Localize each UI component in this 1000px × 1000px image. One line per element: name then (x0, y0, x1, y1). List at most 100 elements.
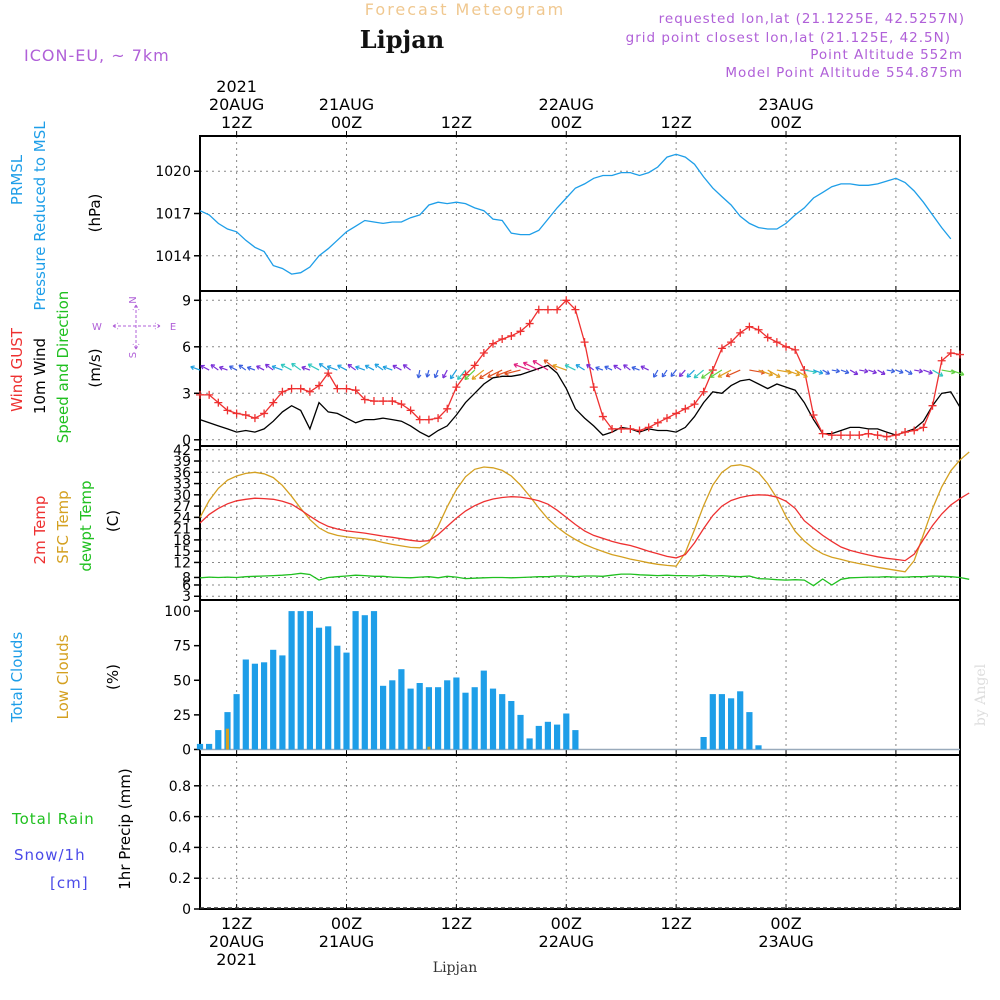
pressure-ytick-label: 1020 (155, 164, 191, 180)
wind-arrow-head (899, 369, 904, 375)
gust-marker (809, 411, 818, 419)
wind-arrow-head (880, 370, 886, 375)
total-cloud-bar (517, 714, 524, 750)
gust-marker (937, 356, 946, 365)
precip-ytick-label: 0.2 (169, 871, 191, 887)
clouds-ytick-label: 25 (173, 708, 191, 724)
wind-arrow-head (686, 373, 692, 378)
wind-arrow (523, 362, 540, 371)
top-time-label: 21AUG (319, 95, 374, 114)
wind-arrow (479, 369, 494, 379)
wind-arrow (661, 369, 668, 378)
gust-marker (727, 338, 736, 347)
temperature-ytick-label: 8 (182, 570, 191, 586)
bottom-time-label: 00Z (770, 914, 801, 933)
legend-total-rain: Total Rain (11, 810, 95, 828)
wind-arrow (670, 369, 677, 377)
wind-arrow (693, 369, 705, 379)
wind-arrow-head (918, 368, 924, 374)
wind-arrow-head (355, 365, 360, 371)
clouds-ytick-label: 75 (173, 639, 191, 655)
total-cloud-bar (718, 694, 725, 750)
compass-south: S (128, 352, 139, 358)
wind-arrow-head (613, 364, 618, 370)
wind-panel: 0 3 6 9 (182, 290, 965, 449)
wind-arrow-head (908, 370, 913, 375)
gust-marker (763, 333, 772, 342)
wind-arrow (604, 365, 613, 371)
gust-marker (369, 397, 378, 406)
wind-arrow-head (863, 368, 869, 374)
requested-coords: requested lon,lat (21.1225E, 42.5257N) (659, 11, 965, 27)
wind-ytick-label: 6 (182, 340, 191, 356)
wind-arrow-head (938, 372, 944, 377)
precip-ytick-label: 0.8 (169, 779, 191, 795)
wind-arrow (504, 369, 521, 375)
total-cloud-bar (315, 627, 323, 750)
wind-arrow (392, 364, 402, 371)
wind-arrow (886, 369, 895, 373)
wind-arrow (904, 369, 913, 375)
gust-marker (836, 431, 845, 440)
wind-arrow (382, 366, 393, 371)
wind-arrow (442, 369, 448, 379)
wind-arrow (749, 369, 765, 374)
temp-unit: (C) (104, 510, 122, 532)
wind-arrow-head (382, 365, 388, 371)
wind-arrow (457, 369, 467, 380)
panels: 1014 1017 1020 PRMSL Pressure Reduced to MSL… (8, 121, 970, 918)
gust-marker (608, 424, 617, 433)
wind-arrow (831, 369, 840, 373)
total-cloud-bar (462, 692, 469, 750)
top-time-label: 22AUG (539, 95, 594, 114)
total-cloud-bar (352, 611, 359, 750)
wind-arrow (355, 366, 366, 371)
total-cloud-bar (343, 652, 350, 750)
low-cloud-bar (225, 728, 229, 750)
gust-marker (818, 429, 827, 438)
top-time-label: 00Z (770, 113, 801, 132)
wind-arrow (265, 363, 274, 371)
temperature-ytick-label: 27 (173, 499, 191, 515)
wind-arrow (464, 369, 476, 380)
clouds-label-total: Total Clouds (8, 632, 26, 724)
gust-marker (543, 305, 552, 314)
total-cloud-bar (489, 688, 497, 750)
dewpoint-line (199, 572, 970, 587)
temperature-ytick-label: 39 (173, 454, 191, 470)
top-title: Forecast Meteogram (365, 0, 565, 19)
wind-arrow-head (640, 365, 646, 370)
wind-arrow (307, 363, 320, 371)
wind-arrow-head (457, 375, 462, 381)
pressure-ytick-label: 1014 (155, 249, 191, 265)
top-time-label: 12Z (441, 113, 472, 132)
wind-arrow-head (364, 364, 370, 370)
wind-arrow-head (890, 368, 896, 374)
top-time-label: 20AUG (209, 95, 264, 114)
precip-ytick-label: 0.6 (169, 810, 191, 826)
gust-marker (452, 383, 461, 392)
gust-marker (443, 404, 452, 413)
wind-arrow (613, 364, 622, 371)
gust-marker (507, 331, 516, 340)
wind-unit: (m/s) (86, 348, 104, 387)
gust-marker (278, 387, 287, 396)
wind-arrow-head (301, 365, 306, 371)
wind-arrow-head (190, 365, 195, 371)
total-cloud-bar (196, 743, 204, 750)
wind-arrow-head (725, 372, 731, 378)
total-cloud-bar (480, 670, 487, 750)
wind-arrow (219, 366, 228, 371)
total-cloud-bar (425, 687, 432, 750)
wind-arrow-head (844, 369, 850, 375)
wind-arrow-head (479, 374, 484, 380)
compass-rose: N S W E (92, 296, 176, 358)
clouds-label-low: Low Clouds (54, 634, 72, 719)
bottom-time-label: 22AUG (539, 932, 594, 951)
total-cloud-bar (242, 659, 249, 750)
gust-marker (250, 414, 259, 423)
wind-arrow-head (291, 362, 296, 368)
gust-marker (534, 305, 543, 314)
wind-arrow-head (513, 362, 519, 368)
gust-marker (901, 428, 910, 437)
